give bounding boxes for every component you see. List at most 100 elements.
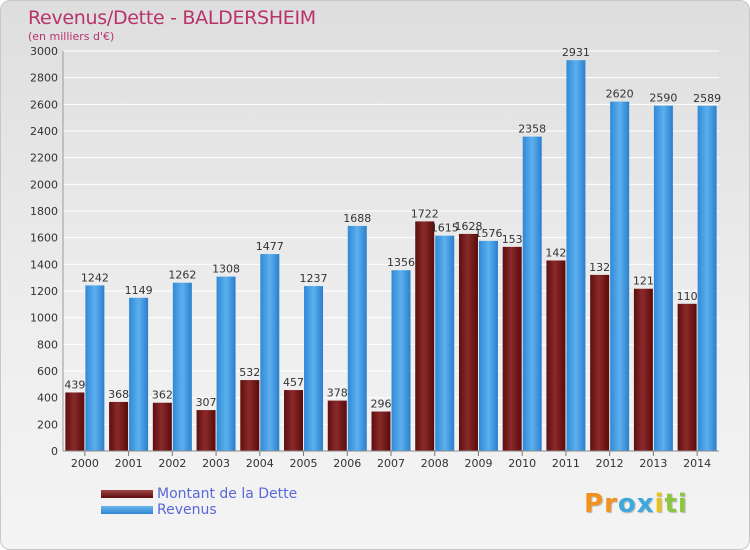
data-label-revenus: 2589 [693,92,721,105]
chart-title: Revenus/Dette - BALDERSHEIM [28,7,316,29]
x-tick-label: 2007 [377,457,405,470]
y-tick-label: 200 [37,418,58,431]
bar-revenus [304,286,324,451]
y-tick-label: 1800 [30,205,58,218]
data-label-dette: 110 [677,290,698,303]
y-tick-label: 1400 [30,258,58,271]
bar-revenus [522,136,542,451]
bar-revenus [391,270,411,451]
x-tick-label: 2012 [596,457,624,470]
y-tick-label: 1200 [30,285,58,298]
data-label-dette: 378 [327,387,348,400]
y-axis: 0 200 400 600 800 1000 1200 1400 1600 1800 2000 220… [30,45,64,458]
x-tick-label: 2000 [71,457,99,470]
data-label-revenus: 2590 [649,92,677,105]
data-label-dette: 362 [152,389,173,402]
x-tick-label: 2008 [421,457,449,470]
data-label-dette: 457 [283,376,304,389]
x-tick-label: 2006 [333,457,361,470]
y-tick-label: 600 [37,365,58,378]
legend-swatch-revenus [101,506,153,514]
bar-dette [196,410,216,451]
data-label-revenus: 1308 [212,263,240,276]
bar-dette [327,400,347,451]
bar-dette [240,380,260,451]
x-tick-label: 2010 [508,457,536,470]
bars: 439 1242 368 1149 362 1262 307 1308 532 1477 457 12… [64,46,721,452]
data-label-dette: 1628 [454,220,482,233]
bar-revenus [435,235,455,451]
data-label-revenus: 2620 [606,88,634,101]
data-label-dette: 1722 [411,207,439,220]
bar-revenus [610,101,630,452]
x-tick-label: 2014 [683,457,711,470]
y-tick-label: 2600 [30,98,58,111]
logo-letter: P [584,489,605,519]
y-tick-label: 1600 [30,232,58,245]
logo-letter: o [617,489,637,519]
bar-dette [152,402,172,451]
data-label-revenus: 1477 [256,240,284,253]
x-tick-label: 2011 [552,457,580,470]
logo-letter: x [636,489,655,519]
x-tick-label: 2009 [464,457,492,470]
x-tick-label: 2013 [639,457,667,470]
data-label-revenus: 2358 [518,123,546,136]
x-tick-label: 2004 [246,457,274,470]
y-tick-label: 2400 [30,125,58,138]
bar-revenus [697,105,717,452]
chart-subtitle: (en milliers d'€) [28,30,115,43]
data-label-revenus: 1262 [168,269,196,282]
y-tick-label: 0 [51,445,58,458]
proxiti-logo: Proxiti [584,489,688,519]
bar-dette [65,392,85,451]
bar-revenus [347,225,367,451]
bar-dette [109,401,129,451]
data-label-dette: 121 [633,275,654,288]
y-tick-label: 400 [37,392,58,405]
bar-revenus [172,282,192,451]
legend-label-revenus: Revenus [157,502,217,518]
data-label-revenus: 1149 [125,284,153,297]
x-tick-label: 2003 [202,457,230,470]
data-label-revenus: 1356 [387,256,415,269]
bar-dette [371,411,391,451]
y-tick-label: 2800 [30,72,58,85]
data-label-dette: 307 [196,396,217,409]
bar-dette [415,221,435,451]
logo-letter: i [677,489,688,519]
legend-label-debt: Montant de la Dette [157,486,298,502]
y-tick-label: 800 [37,338,58,351]
bar-revenus [478,240,498,451]
x-tick-label: 2005 [290,457,318,470]
data-label-dette: 439 [64,378,85,391]
bar-dette [458,233,478,451]
bar-revenus [85,285,105,451]
y-tick-label: 3000 [30,45,58,58]
logo-letter: i [654,489,665,519]
bar-revenus [129,297,149,451]
data-label-dette: 132 [589,261,610,274]
bar-dette [546,260,566,451]
legend-swatch-debt [101,490,153,498]
bar-dette [677,303,697,451]
y-tick-label: 2200 [30,152,58,165]
bar-revenus [566,60,586,451]
x-tick-label: 2002 [158,457,186,470]
x-tick-label: 2001 [115,457,143,470]
data-label-revenus: 1688 [343,212,371,225]
data-label-revenus: 2931 [562,46,590,59]
bar-revenus [216,276,236,451]
data-label-revenus: 1615 [431,222,459,235]
bar-revenus [260,254,280,451]
data-label-dette: 153 [502,233,523,246]
logo-letter: t [664,489,678,519]
logo-letter: r [604,489,618,519]
data-label-revenus: 1237 [300,272,328,285]
y-tick-label: 1000 [30,312,58,325]
data-label-revenus: 1242 [81,271,109,284]
bar-dette [633,288,653,451]
bar-dette [502,246,522,451]
